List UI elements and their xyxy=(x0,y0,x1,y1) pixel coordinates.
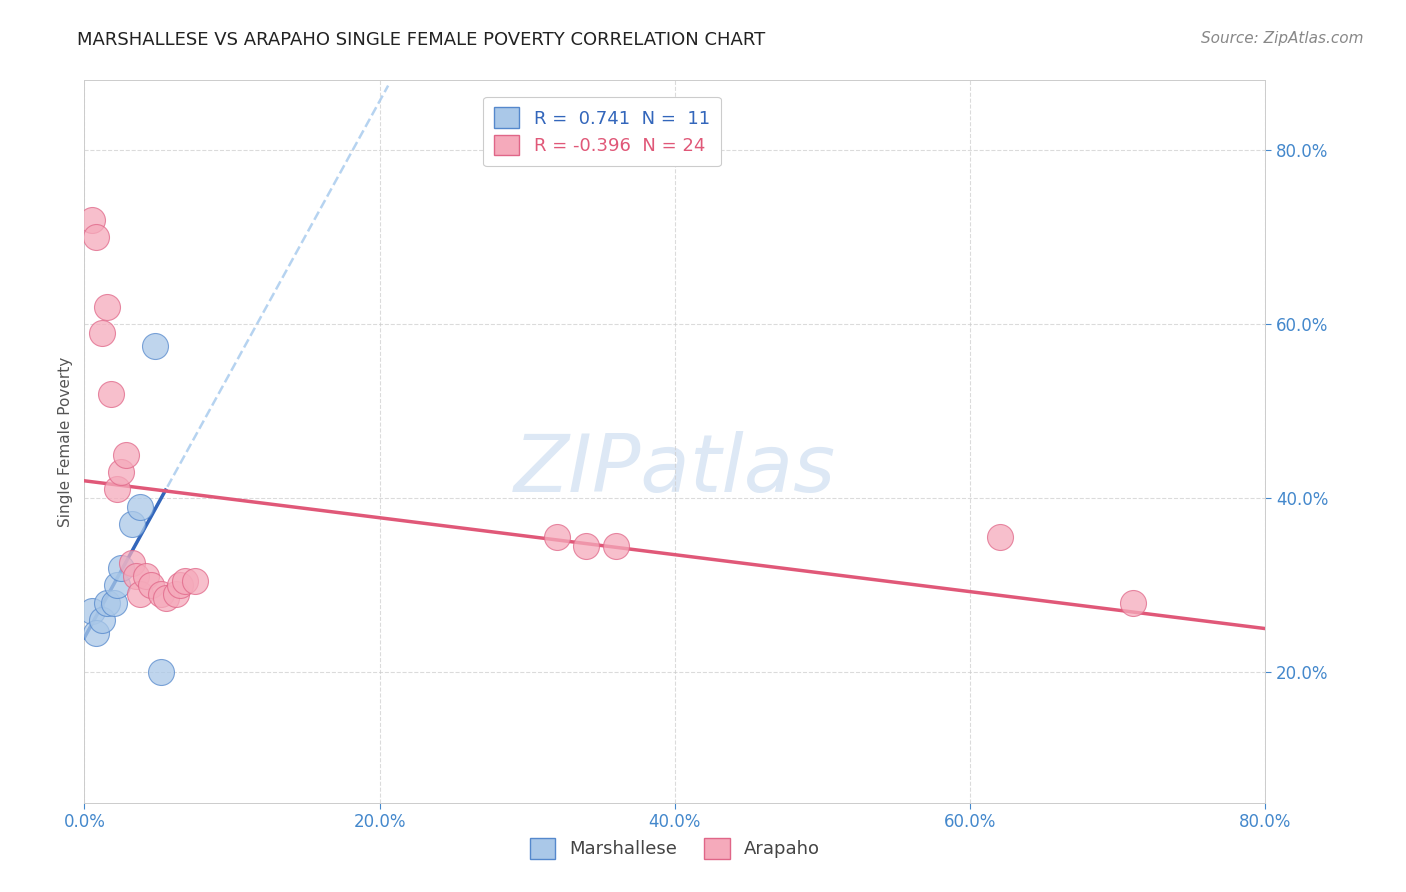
Point xyxy=(135,569,157,583)
Point xyxy=(84,230,107,244)
Point xyxy=(91,613,114,627)
Legend: Marshallese, Arapaho: Marshallese, Arapaho xyxy=(523,830,827,866)
Point xyxy=(129,500,152,514)
Point xyxy=(605,539,627,553)
Point xyxy=(125,569,148,583)
Point xyxy=(575,539,598,553)
Point xyxy=(96,300,118,314)
Text: MARSHALLESE VS ARAPAHO SINGLE FEMALE POVERTY CORRELATION CHART: MARSHALLESE VS ARAPAHO SINGLE FEMALE POV… xyxy=(77,31,766,49)
Text: Source: ZipAtlas.com: Source: ZipAtlas.com xyxy=(1201,31,1364,46)
Point xyxy=(139,578,162,592)
Point xyxy=(80,212,103,227)
Point xyxy=(121,517,143,532)
Point xyxy=(169,578,191,592)
Point xyxy=(150,665,173,680)
Point xyxy=(84,626,107,640)
Point xyxy=(165,587,187,601)
Point xyxy=(150,587,173,601)
Point xyxy=(173,574,195,588)
Point xyxy=(80,604,103,618)
Point xyxy=(110,561,132,575)
Point xyxy=(143,339,166,353)
Point xyxy=(114,448,136,462)
Point xyxy=(988,530,1011,544)
Point xyxy=(100,386,122,401)
Point xyxy=(184,574,207,588)
Point xyxy=(105,483,128,497)
Point xyxy=(110,465,132,479)
Point xyxy=(96,596,118,610)
Point xyxy=(105,578,128,592)
Point xyxy=(546,530,568,544)
Point xyxy=(155,591,177,606)
Text: ZIPatlas: ZIPatlas xyxy=(513,432,837,509)
Y-axis label: Single Female Poverty: Single Female Poverty xyxy=(58,357,73,526)
Point xyxy=(1122,596,1144,610)
Point xyxy=(121,557,143,571)
Point xyxy=(91,326,114,340)
Point xyxy=(129,587,152,601)
Point xyxy=(103,596,125,610)
